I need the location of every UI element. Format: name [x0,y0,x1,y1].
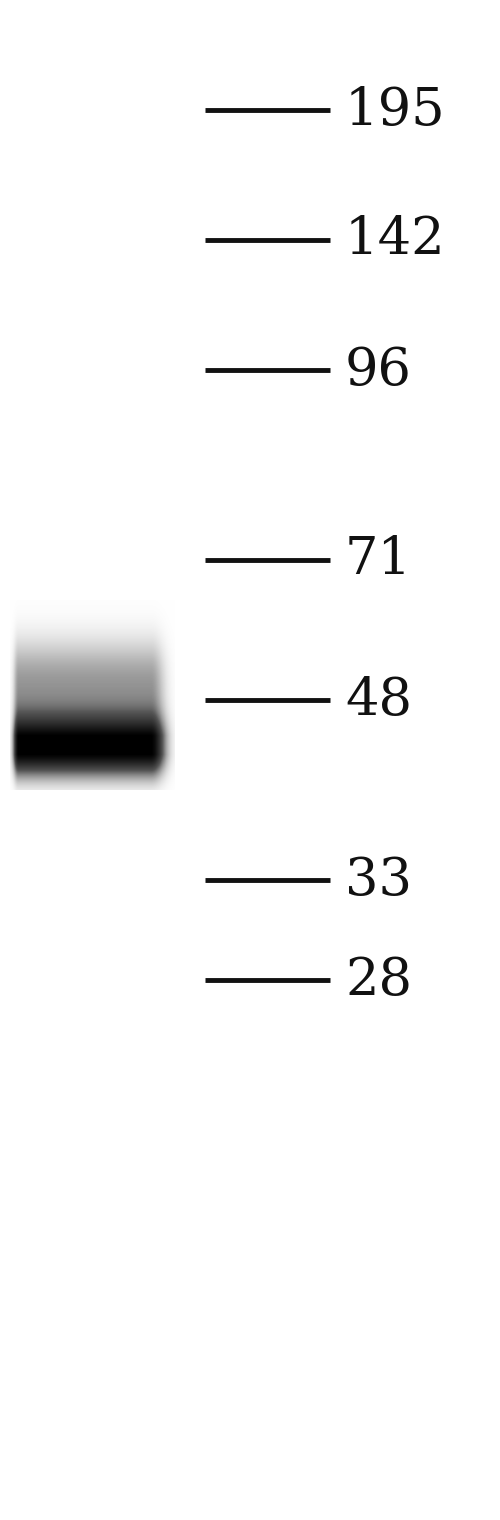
Text: 33: 33 [345,854,412,906]
Text: 28: 28 [345,955,412,1006]
Text: 96: 96 [345,345,412,395]
Text: 71: 71 [345,535,412,585]
Text: 142: 142 [345,214,446,266]
Text: 48: 48 [345,675,412,725]
Text: 195: 195 [345,85,446,135]
